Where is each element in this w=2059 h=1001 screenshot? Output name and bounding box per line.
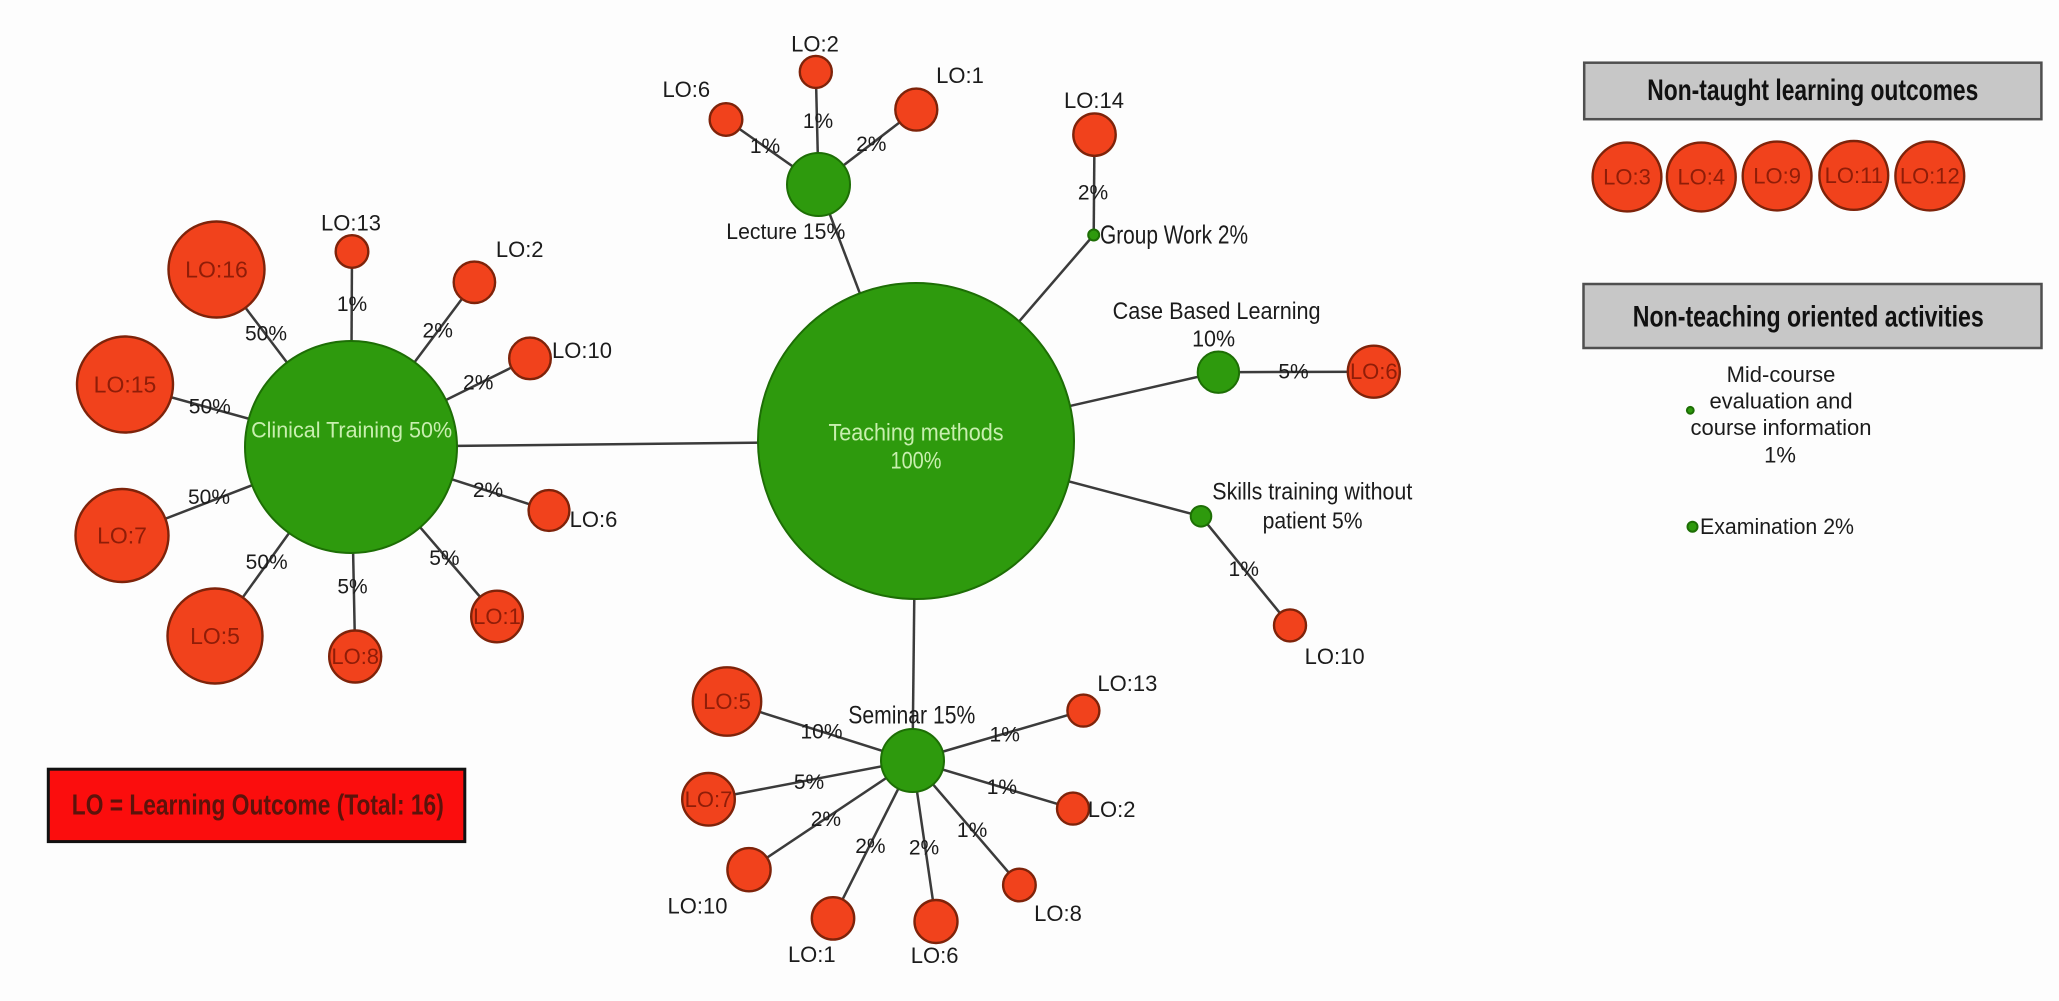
svg-text:10%: 10% — [800, 721, 842, 744]
svg-text:Non-teaching oriented activiti: Non-teaching oriented activities — [1633, 301, 1984, 334]
svg-text:LO = Learning Outcome (Total:: LO = Learning Outcome (Total: 16) — [72, 789, 444, 821]
svg-text:LO:7: LO:7 — [685, 787, 733, 812]
svg-text:Examination 2%: Examination 2% — [1700, 514, 1854, 539]
svg-text:1%: 1% — [1764, 443, 1796, 468]
svg-text:5%: 5% — [1278, 361, 1308, 384]
svg-text:50%: 50% — [188, 486, 230, 509]
svg-text:Teaching methods: Teaching methods — [829, 420, 1004, 447]
svg-text:LO:11: LO:11 — [1825, 163, 1883, 188]
svg-text:2%: 2% — [811, 808, 841, 831]
svg-text:50%: 50% — [245, 323, 287, 346]
svg-text:LO:2: LO:2 — [1088, 797, 1136, 822]
svg-text:LO:13: LO:13 — [1097, 671, 1157, 696]
svg-text:2%: 2% — [423, 320, 453, 343]
svg-text:Case Based Learning: Case Based Learning — [1113, 298, 1321, 325]
svg-text:5%: 5% — [794, 771, 824, 794]
svg-text:2%: 2% — [473, 479, 503, 502]
svg-text:1%: 1% — [1229, 558, 1259, 581]
svg-text:Non-taught learning outcomes: Non-taught learning outcomes — [1647, 74, 1978, 107]
svg-text:1%: 1% — [750, 135, 780, 158]
svg-text:patient 5%: patient 5% — [1263, 507, 1363, 533]
svg-text:LO:10: LO:10 — [552, 338, 612, 363]
svg-text:LO:15: LO:15 — [94, 372, 157, 398]
svg-text:2%: 2% — [909, 837, 939, 860]
svg-text:10%: 10% — [1192, 325, 1235, 351]
svg-text:Group Work 2%: Group Work 2% — [1100, 220, 1248, 250]
svg-text:1%: 1% — [957, 819, 987, 842]
svg-text:LO:7: LO:7 — [97, 523, 147, 549]
svg-text:100%: 100% — [891, 448, 942, 475]
svg-text:2%: 2% — [856, 133, 886, 156]
svg-text:LO:12: LO:12 — [1900, 164, 1960, 189]
svg-text:1%: 1% — [987, 776, 1017, 799]
svg-text:LO:14: LO:14 — [1064, 88, 1124, 113]
svg-text:LO:10: LO:10 — [668, 894, 728, 919]
svg-text:LO:6: LO:6 — [662, 77, 710, 102]
svg-text:50%: 50% — [189, 396, 231, 419]
svg-text:course information: course information — [1691, 415, 1872, 440]
svg-text:1%: 1% — [990, 724, 1020, 747]
svg-text:LO:3: LO:3 — [1603, 165, 1651, 190]
svg-text:LO:1: LO:1 — [473, 604, 521, 629]
svg-text:5%: 5% — [337, 576, 367, 599]
svg-text:LO:10: LO:10 — [1305, 644, 1365, 669]
svg-text:Skills training without: Skills training without — [1212, 479, 1412, 506]
svg-text:LO:16: LO:16 — [185, 257, 248, 283]
svg-text:2%: 2% — [1078, 182, 1108, 205]
svg-text:LO:1: LO:1 — [788, 942, 836, 967]
svg-text:evaluation and: evaluation and — [1709, 388, 1852, 413]
svg-text:LO:9: LO:9 — [1753, 164, 1801, 189]
svg-text:LO:8: LO:8 — [331, 644, 379, 669]
svg-text:Seminar 15%: Seminar 15% — [848, 702, 975, 730]
svg-text:LO:6: LO:6 — [570, 507, 618, 532]
svg-text:LO:2: LO:2 — [791, 31, 839, 56]
svg-text:Lecture 15%: Lecture 15% — [726, 219, 845, 244]
svg-text:5%: 5% — [429, 547, 459, 570]
svg-text:Mid-course: Mid-course — [1727, 362, 1836, 387]
svg-text:LO:6: LO:6 — [911, 943, 959, 968]
svg-text:LO:5: LO:5 — [190, 623, 240, 649]
svg-text:LO:6: LO:6 — [1350, 359, 1398, 384]
svg-text:LO:4: LO:4 — [1677, 165, 1725, 190]
svg-text:50%: 50% — [246, 551, 288, 574]
svg-text:1%: 1% — [803, 110, 833, 133]
svg-text:2%: 2% — [463, 372, 493, 395]
svg-text:LO:13: LO:13 — [321, 211, 381, 236]
svg-text:2%: 2% — [855, 835, 885, 858]
svg-text:LO:5: LO:5 — [703, 689, 751, 714]
svg-text:Clinical Training 50%: Clinical Training 50% — [251, 418, 452, 443]
svg-text:1%: 1% — [337, 293, 367, 316]
svg-text:LO:2: LO:2 — [496, 237, 544, 262]
svg-text:LO:8: LO:8 — [1034, 901, 1082, 926]
svg-text:LO:1: LO:1 — [936, 63, 984, 88]
